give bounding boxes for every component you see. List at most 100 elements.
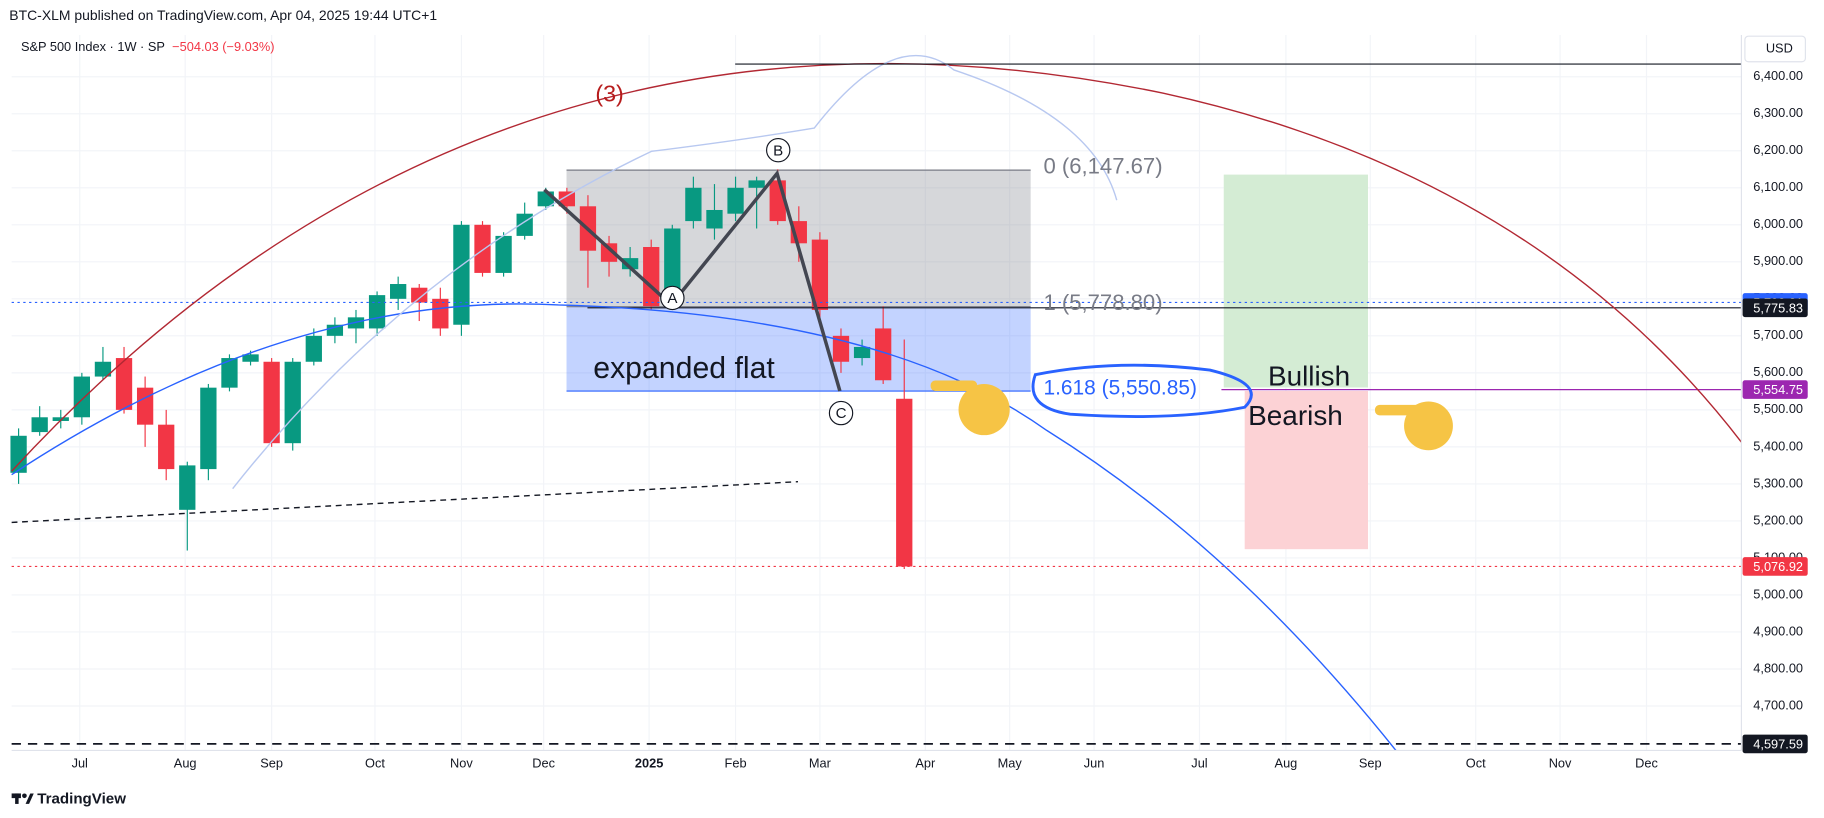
candle-body [643, 247, 660, 307]
y-tick-label: 5,500.00 [1753, 401, 1803, 416]
x-tick-label: Aug [174, 756, 197, 771]
bullish-label: Bullish [1268, 361, 1350, 392]
candle-body [73, 376, 90, 418]
y-tick-label: 6,200.00 [1753, 142, 1803, 157]
y-tick-label: 4,800.00 [1753, 660, 1803, 675]
fib-level-label: 0 (6,147.67) [1043, 154, 1162, 179]
wave-a-circle [660, 285, 685, 311]
y-tick-label: 5,200.00 [1753, 512, 1803, 527]
price-badge-label: 5,076.92 [1753, 559, 1803, 574]
trend-line [11, 481, 799, 524]
hand-pointer [1374, 401, 1453, 451]
bearish-label: Bearish [1248, 400, 1343, 431]
x-tick-label: Aug [1275, 756, 1298, 771]
candle-body [158, 424, 175, 470]
x-tick-label: Jul [1191, 756, 1207, 771]
pattern-label: expanded flat [593, 352, 775, 385]
candle-body [537, 191, 554, 207]
y-tick-label: 5,900.00 [1753, 253, 1803, 268]
price-badge-label: 5,775.83 [1753, 300, 1803, 315]
footer-brand: TradingView [37, 790, 126, 807]
candle-body [453, 224, 470, 325]
abc-zigzag [543, 169, 842, 392]
x-tick-label: Feb [725, 756, 747, 771]
x-tick-label: Mar [809, 756, 832, 771]
price-lines [11, 301, 1742, 745]
candle-body [390, 284, 407, 299]
long-target-zone [1223, 174, 1368, 388]
curve-support [11, 303, 1397, 751]
price-badge [1742, 734, 1808, 754]
candle-body [432, 298, 449, 329]
symbol-title: S&P 500 Index · 1W · SP [21, 39, 165, 54]
candle-body [727, 187, 744, 214]
candle-body [832, 335, 850, 362]
wave-label: (3) [595, 81, 623, 107]
x-tick-label: Nov [1549, 756, 1572, 771]
candle-body [748, 180, 765, 188]
y-tick-label: 5,600.00 [1753, 364, 1803, 379]
y-tick-label: 6,000.00 [1753, 216, 1803, 231]
x-tick-label: 2025 [635, 756, 663, 771]
candle-body [136, 387, 154, 425]
candle-body [242, 354, 259, 362]
candle-body [221, 358, 238, 388]
candle-body [706, 209, 723, 229]
highlight-outline [1031, 363, 1253, 419]
candle-body [94, 361, 112, 377]
y-tick-label: 4,900.00 [1753, 623, 1803, 638]
price-badge [1742, 557, 1808, 576]
candle-body [326, 324, 344, 336]
currency[interactable]: USD [1766, 40, 1793, 55]
publisher: BTC-XLM published on TradingView.com, Ap… [9, 7, 437, 23]
change-label: −504.03 (−9.03%) [172, 39, 274, 54]
price-badge [1742, 380, 1808, 399]
x-tick-label: Jun [1084, 756, 1105, 771]
candle-body [474, 224, 491, 273]
wave-c: C [836, 405, 847, 422]
x-tick-label: Jul [72, 756, 88, 771]
price-badge-label: 5,554.75 [1753, 382, 1803, 397]
candle-body [495, 235, 512, 273]
x-tick-label: Dec [532, 756, 555, 771]
candle-body [10, 435, 27, 473]
y-tick-label: 6,100.00 [1753, 179, 1803, 194]
candle-body [558, 191, 575, 207]
candle-body [621, 258, 639, 270]
wave-a: A [667, 290, 678, 307]
wave-b-circle [766, 137, 791, 163]
y-tick-label: 5,300.00 [1753, 475, 1803, 490]
wave-arc [11, 62, 1742, 472]
candle-body [368, 295, 386, 329]
candle-body [200, 387, 217, 470]
candle-body [853, 346, 871, 359]
price-badge [1742, 298, 1808, 318]
x-tick-label: May [998, 756, 1023, 771]
candle-body [811, 239, 829, 310]
candle-body [115, 358, 133, 410]
currency-button[interactable] [1744, 35, 1806, 63]
logo [11, 793, 34, 804]
candle-body [896, 398, 913, 567]
candle-body [179, 465, 196, 510]
candle-body [411, 287, 428, 303]
short-target-zone [1244, 390, 1368, 550]
price-badge-label: 4,597.59 [1753, 736, 1803, 751]
candle-body [600, 243, 618, 262]
wave-c-circle [828, 400, 854, 426]
x-tick-label: Sep [260, 756, 283, 771]
candle-body [305, 335, 322, 362]
y-tick-label: 5,700.00 [1753, 327, 1803, 342]
y-tick-label: 6,300.00 [1753, 105, 1803, 120]
x-tick-label: Sep [1359, 756, 1382, 771]
wave-b: B [773, 142, 783, 159]
fib-level-label: 1.618 (5,550.85) [1043, 376, 1197, 399]
candle-body [685, 187, 702, 222]
y-tick-label: 5,400.00 [1753, 438, 1803, 453]
candle-body [875, 328, 892, 381]
price-badges: 5,790.215,775.835,554.755,076.924,597.59 [1742, 293, 1808, 754]
hand-pointer [930, 380, 1010, 436]
x-tick-label: Apr [915, 756, 936, 771]
sketch-curve [232, 54, 1118, 490]
fib-zone-lower [566, 306, 1031, 392]
